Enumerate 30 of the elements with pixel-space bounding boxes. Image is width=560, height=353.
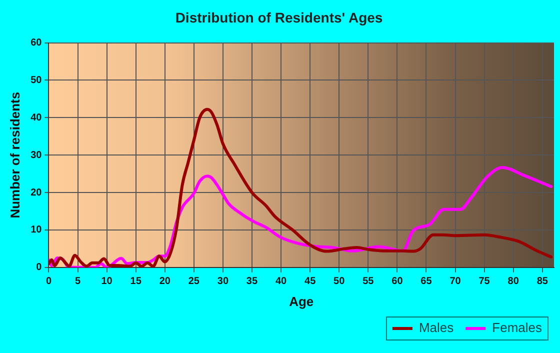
y-tick-label: 30 (30, 150, 42, 161)
x-tick-label: 30 (217, 276, 229, 288)
x-tick-label: 20 (159, 276, 171, 288)
x-tick-label: 10 (101, 276, 113, 288)
chart-title: Distribution of Residents' Ages (175, 9, 383, 26)
x-tick-label: 75 (478, 276, 490, 288)
x-tick-label: 35 (246, 276, 258, 288)
x-tick-label: 0 (46, 276, 52, 288)
y-tick-label: 0 (36, 262, 42, 274)
x-tick-label: 85 (536, 276, 548, 288)
x-tick-label: 40 (275, 276, 288, 288)
x-axis-title: Age (289, 294, 314, 309)
y-tick-label: 40 (30, 112, 42, 124)
x-tick-label: 25 (188, 276, 200, 288)
x-tick-label: 55 (362, 276, 374, 288)
y-axis-title: Number of residents (7, 92, 22, 218)
x-tick-label: 45 (304, 276, 316, 288)
x-tick-label: 15 (130, 276, 142, 288)
legend-label: Females (492, 320, 542, 336)
x-tick-label: 60 (392, 276, 404, 288)
y-tick-label: 20 (30, 187, 42, 198)
x-tick-label: 65 (420, 276, 432, 288)
x-tick-label: 80 (508, 276, 520, 288)
y-tick-label: 50 (30, 74, 42, 86)
x-tick-label: 50 (334, 276, 346, 288)
y-tick-label: 60 (30, 38, 42, 49)
y-tick-label: 10 (30, 224, 42, 236)
legend-label: Males (418, 320, 454, 336)
x-tick-label: 5 (74, 276, 81, 288)
x-tick-label: 70 (450, 276, 462, 288)
